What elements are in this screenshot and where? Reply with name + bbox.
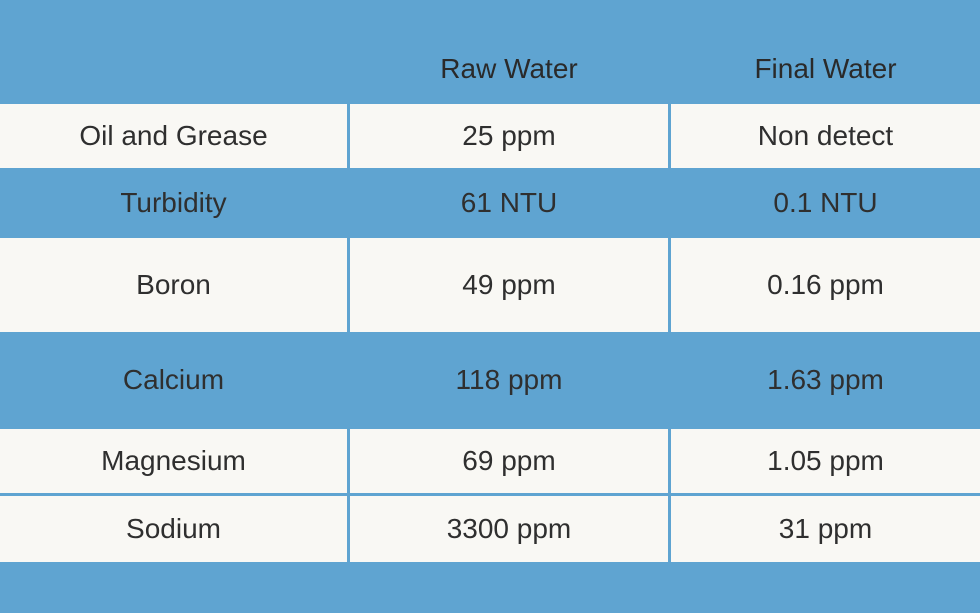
row-label: Oil and Grease — [0, 104, 347, 168]
table-cell: 1.05 ppm — [671, 429, 980, 493]
table-cell: 61 NTU — [460, 186, 558, 218]
column-header: Final Water — [754, 53, 897, 84]
table-cell: 0.1 NTU — [773, 186, 878, 218]
table-cell: 0.16 ppm — [671, 238, 980, 332]
table-cell: 118 ppm — [455, 364, 563, 395]
table-cell: 49 ppm — [350, 238, 668, 332]
row-label: Sodium — [0, 496, 347, 562]
column-header: Raw Water — [440, 53, 578, 84]
row-label: Turbidity — [120, 186, 227, 218]
row-label: Magnesium — [0, 429, 347, 493]
table-cell: 1.63 ppm — [767, 364, 884, 395]
row-label: Calcium — [122, 364, 225, 395]
table-cell: 3300 ppm — [350, 496, 668, 562]
table-cell: 69 ppm — [350, 429, 668, 493]
row-label: Boron — [0, 238, 347, 332]
table-cell: Non detect — [671, 104, 980, 168]
table-cell: 25 ppm — [350, 104, 668, 168]
table-cell: 31 ppm — [671, 496, 980, 562]
